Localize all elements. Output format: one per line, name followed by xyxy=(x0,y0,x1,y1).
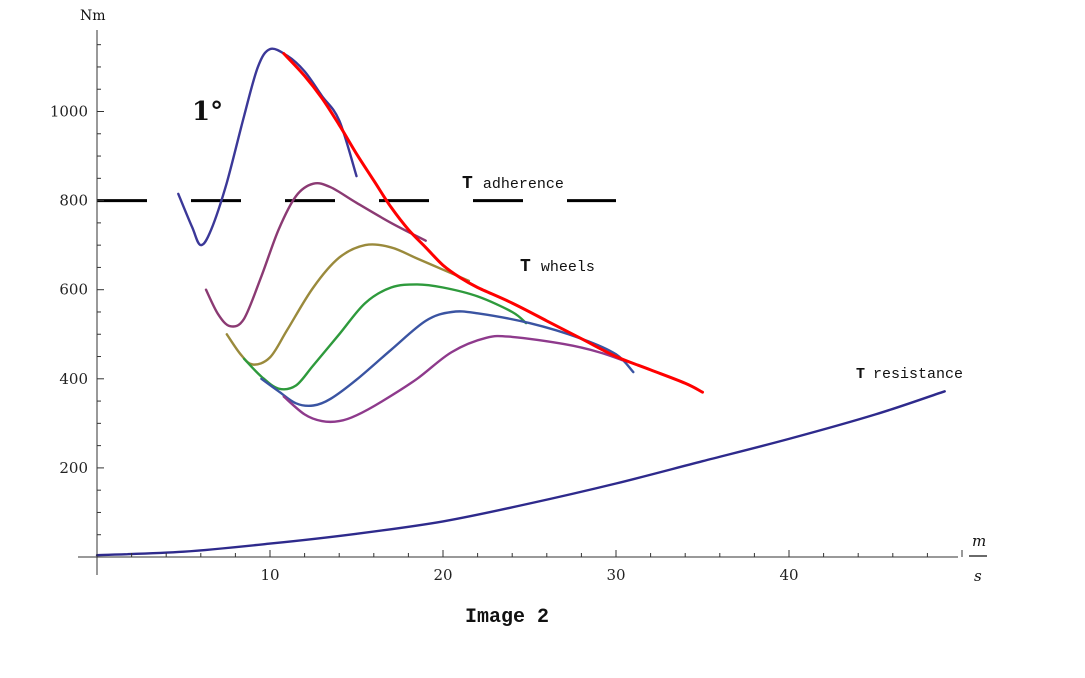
adherence-label-symbol: T xyxy=(462,174,473,194)
y-tick-label: 800 xyxy=(59,192,88,210)
envelope-curve xyxy=(282,52,704,394)
x-tick-label: 20 xyxy=(433,566,452,584)
resistance-label-text: resistance xyxy=(873,366,963,383)
x-tick-label: 10 xyxy=(260,566,279,584)
x-axis-label-numerator: m xyxy=(972,532,986,550)
y-tick-label: 200 xyxy=(59,459,88,477)
x-axis-label-denominator: s xyxy=(974,567,982,585)
y-tick-label: 1000 xyxy=(50,103,88,121)
x-tick-label: 30 xyxy=(606,566,625,584)
x-tick-label: 40 xyxy=(779,566,798,584)
axes-layer xyxy=(78,30,958,575)
gear-6-curve xyxy=(282,334,626,424)
gear-1-curve xyxy=(177,47,358,247)
y-tick-label: 600 xyxy=(59,281,88,299)
wheels-label-symbol: T xyxy=(520,257,531,277)
figure-caption: Image 2 xyxy=(465,606,549,629)
adherence-label-text: adherence xyxy=(483,176,564,193)
gear-2-curve xyxy=(204,181,427,328)
gear-1-label: 1° xyxy=(192,97,223,127)
ticks-layer: 10 20 30 40 200 400 600 800 1000 xyxy=(50,44,963,584)
curves-layer xyxy=(95,47,946,557)
y-tick-label: 400 xyxy=(59,370,88,388)
gear-4-curve xyxy=(242,283,528,391)
gear-5-curve xyxy=(260,310,635,408)
wheels-label-text: wheels xyxy=(541,259,595,276)
resistance-label-symbol: T xyxy=(856,366,865,383)
resistance-curve xyxy=(95,390,946,557)
y-axis-label: Nm xyxy=(80,8,106,24)
gear-3-curve xyxy=(225,243,471,366)
